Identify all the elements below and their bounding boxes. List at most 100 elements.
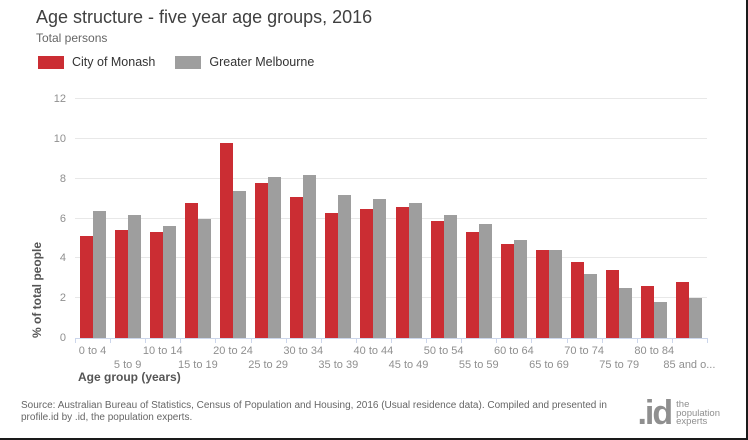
id-logo-tagline: the population experts bbox=[676, 400, 720, 427]
bar-greater-melbourne[interactable] bbox=[478, 224, 492, 338]
x-tick-label: 70 to 74 bbox=[564, 345, 604, 357]
bar-greater-melbourne[interactable] bbox=[338, 194, 352, 338]
x-tick-label: 65 to 69 bbox=[529, 359, 569, 371]
bar-greater-melbourne[interactable] bbox=[619, 288, 633, 338]
axis-tick bbox=[75, 338, 76, 343]
legend-label-greater-melbourne: Greater Melbourne bbox=[209, 55, 315, 69]
axis-tick bbox=[601, 338, 603, 343]
gridline bbox=[75, 137, 707, 139]
bar-group: 60 to 64 bbox=[494, 99, 534, 357]
bar-greater-melbourne[interactable] bbox=[162, 226, 176, 338]
x-tick-label: 40 to 44 bbox=[353, 345, 394, 357]
bar-group: 20 to 24 bbox=[213, 99, 253, 357]
bar-greater-melbourne[interactable] bbox=[127, 214, 141, 338]
legend-swatch-gray-icon bbox=[175, 55, 202, 69]
bar-greater-melbourne[interactable] bbox=[268, 176, 282, 338]
source-line-1: Source: Australian Bureau of Statistics,… bbox=[21, 400, 607, 411]
x-tick-label: 15 to 19 bbox=[177, 359, 218, 371]
axis-tick bbox=[215, 338, 217, 343]
bar-city-of-monash[interactable] bbox=[500, 244, 514, 338]
axis-tick bbox=[461, 338, 463, 343]
bar-greater-melbourne[interactable] bbox=[303, 174, 317, 338]
bar-greater-melbourne[interactable] bbox=[373, 198, 387, 338]
y-axis-title: % of total people bbox=[30, 242, 44, 338]
axis-tick bbox=[355, 338, 357, 343]
x-tick-label: 55 to 59 bbox=[458, 359, 499, 371]
bar-city-of-monash[interactable] bbox=[395, 206, 409, 338]
bar-city-of-monash[interactable] bbox=[641, 286, 655, 338]
plot-area: 0 2 4 6 8 10 12 0 to 4 5 to 9 10 to 14 15 to 19 20 … bbox=[54, 93, 716, 371]
y-tick-label: 12 bbox=[53, 93, 66, 105]
y-tick-label: 2 bbox=[59, 292, 66, 305]
id-logo-text: .id bbox=[637, 393, 673, 432]
y-tick-label: 6 bbox=[59, 212, 66, 225]
bar-city-of-monash[interactable] bbox=[79, 236, 93, 338]
bar-city-of-monash[interactable] bbox=[606, 270, 620, 338]
bar-city-of-monash[interactable] bbox=[219, 142, 233, 338]
bar-city-of-monash[interactable] bbox=[430, 220, 444, 338]
bar-city-of-monash[interactable] bbox=[535, 250, 549, 338]
bar-group: 10 to 14 bbox=[143, 99, 183, 357]
bar-city-of-monash[interactable] bbox=[571, 262, 585, 338]
source-line-2: profile.id by .id, the population expert… bbox=[21, 411, 193, 423]
legend-item-greater-melbourne[interactable]: Greater Melbourne bbox=[175, 55, 314, 69]
bar-city-of-monash[interactable] bbox=[184, 202, 198, 338]
y-tick-label: 8 bbox=[59, 172, 66, 185]
y-tick-label: 10 bbox=[53, 132, 66, 145]
bar-group: 70 to 74 bbox=[564, 99, 604, 357]
x-tick-label: 85 and o... bbox=[663, 359, 716, 371]
bar-greater-melbourne[interactable] bbox=[584, 274, 598, 338]
bar-city-of-monash[interactable] bbox=[465, 232, 479, 338]
id-logo-tagline-line: the bbox=[676, 398, 690, 410]
bar-city-of-monash[interactable] bbox=[114, 230, 128, 338]
bar-city-of-monash[interactable] bbox=[360, 208, 374, 338]
bar-group: 50 to 54 bbox=[424, 99, 464, 357]
bar-greater-melbourne[interactable] bbox=[513, 240, 527, 338]
bar-greater-melbourne[interactable] bbox=[443, 214, 457, 338]
x-tick-label: 75 to 79 bbox=[599, 359, 640, 371]
id-logo-tagline-line: experts bbox=[676, 416, 708, 428]
axis-tick bbox=[566, 338, 568, 343]
legend: City of Monash Greater Melbourne bbox=[38, 55, 314, 69]
x-axis-title: Age group (years) bbox=[78, 370, 181, 384]
gridline bbox=[75, 177, 707, 179]
gridline bbox=[75, 257, 707, 259]
bar-group: 0 to 4 bbox=[75, 99, 110, 357]
axis-tick bbox=[320, 338, 322, 343]
x-tick-label: 60 to 64 bbox=[493, 345, 534, 357]
bar-greater-melbourne[interactable] bbox=[408, 202, 422, 338]
source-text: Source: Australian Bureau of Statistics,… bbox=[21, 400, 607, 423]
bar-greater-melbourne[interactable] bbox=[232, 190, 246, 338]
x-tick-label: 25 to 29 bbox=[248, 359, 288, 371]
bar-groups: 0 to 4 5 to 9 10 to 14 15 to 19 20 to 24 25 t… bbox=[75, 99, 715, 371]
x-tick-label: 50 to 54 bbox=[423, 345, 464, 357]
bar-city-of-monash[interactable] bbox=[149, 232, 163, 338]
bar-city-of-monash[interactable] bbox=[325, 212, 339, 338]
id-logo: .id the population experts bbox=[637, 393, 720, 432]
bar-group: 75 to 79 bbox=[599, 99, 639, 371]
bar-greater-melbourne[interactable] bbox=[197, 218, 211, 338]
bar-city-of-monash[interactable] bbox=[255, 182, 269, 338]
bar-group: 80 to 84 bbox=[634, 99, 674, 357]
bar-group: 55 to 59 bbox=[459, 99, 499, 371]
gridline bbox=[75, 98, 707, 99]
bar-city-of-monash[interactable] bbox=[290, 196, 304, 338]
gridline bbox=[75, 297, 707, 299]
bar-greater-melbourne[interactable] bbox=[92, 210, 106, 338]
x-tick-label: 80 to 84 bbox=[634, 345, 675, 357]
bar-greater-melbourne[interactable] bbox=[548, 250, 562, 338]
x-tick-label: 20 to 24 bbox=[213, 345, 253, 357]
x-tick-label: 35 to 39 bbox=[318, 359, 359, 371]
axis-tick bbox=[250, 338, 252, 343]
axis-tick bbox=[285, 338, 287, 343]
bar-group: 85 and o... bbox=[663, 99, 715, 371]
legend-item-city-of-monash[interactable]: City of Monash bbox=[38, 55, 155, 69]
bar-greater-melbourne[interactable] bbox=[654, 302, 668, 338]
axis-tick bbox=[531, 338, 533, 343]
legend-swatch-red-icon bbox=[38, 55, 64, 69]
bar-group: 5 to 9 bbox=[110, 99, 145, 371]
bar-city-of-monash[interactable] bbox=[676, 282, 690, 338]
bar-group: 35 to 39 bbox=[318, 99, 358, 371]
bar-greater-melbourne[interactable] bbox=[689, 298, 703, 338]
